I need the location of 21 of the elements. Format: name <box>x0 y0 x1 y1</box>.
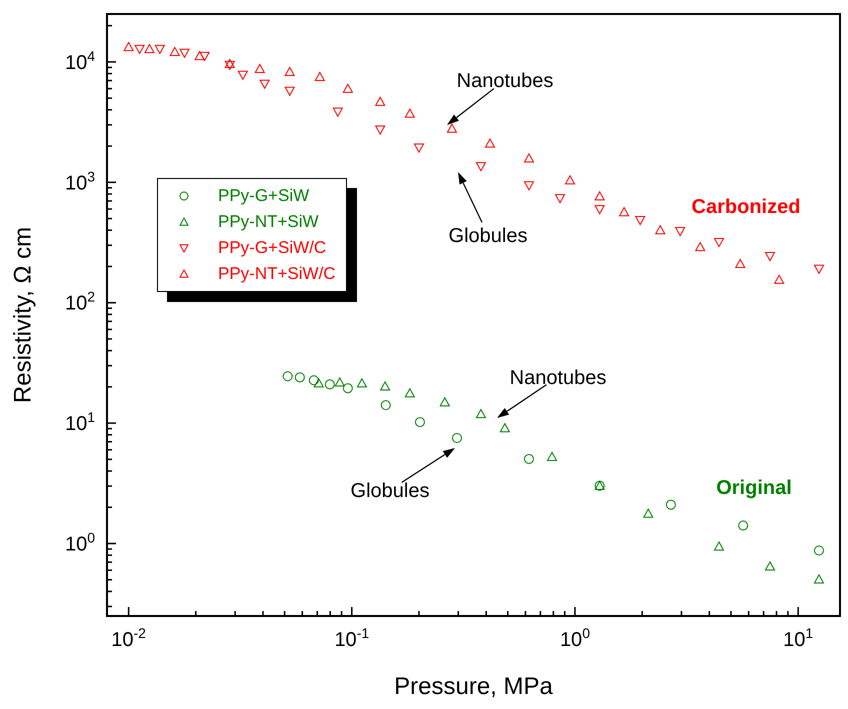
y-tick-label: 10$^{2}$ <box>64 288 96 315</box>
y-tick-label: 10$^{4}$ <box>64 48 96 74</box>
annotation: Globules <box>448 225 528 247</box>
x-axis-title: Pressure, MPa <box>394 673 554 700</box>
x-tick-label: 10$^{1}$ <box>783 625 814 651</box>
legend-label: PPy-NT+SiW/C <box>218 264 336 284</box>
legend-label: PPy-NT+SiW <box>218 212 319 232</box>
y-tick-label: 10$^{1}$ <box>64 409 96 436</box>
annotation: Original <box>716 477 792 499</box>
legend-label: PPy-G+SiW/C <box>218 238 326 258</box>
legend-label: PPy-G+SiW <box>218 186 310 206</box>
x-tick-label: 10$^{-1}$ <box>334 625 370 651</box>
y-tick-label: 10$^{0}$ <box>64 530 96 556</box>
annotation: Globules <box>350 480 430 502</box>
y-axis-title: Resistivity, Ω cm <box>10 226 37 404</box>
annotation: Carbonized <box>692 196 800 218</box>
x-tick-label: 10$^{-2}$ <box>111 625 146 651</box>
x-tick-label: 10$^{0}$ <box>560 625 590 651</box>
annotation: Nanotubes <box>456 70 554 92</box>
y-tick-label: 10$^{3}$ <box>64 168 96 194</box>
annotation: Nanotubes <box>510 367 606 389</box>
